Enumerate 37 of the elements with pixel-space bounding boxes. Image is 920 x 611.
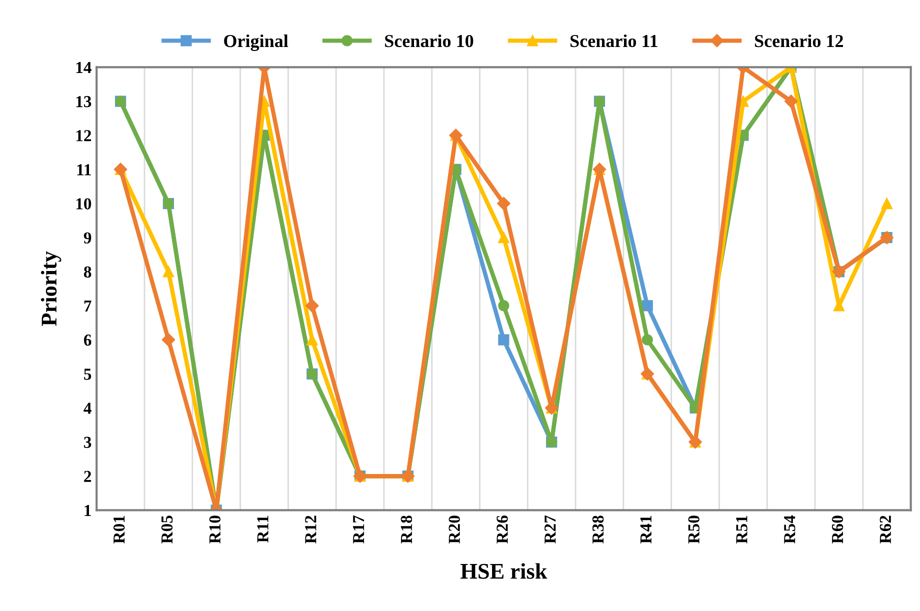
x-tick-label: R26 <box>496 516 508 544</box>
y-tick-label: 7 <box>84 300 92 312</box>
x-tick-label: R05 <box>161 516 173 544</box>
y-tick-label: 5 <box>84 368 92 380</box>
x-tick-label: R38 <box>592 516 604 544</box>
x-tick-label: R12 <box>305 516 316 544</box>
legend-label: Scenario 12 <box>754 34 844 48</box>
x-tick-label: R18 <box>400 516 412 544</box>
x-tick-label: R27 <box>544 515 556 544</box>
legend-label: Original <box>224 34 288 51</box>
y-tick-label: 3 <box>84 436 92 448</box>
x-tick-label: R54 <box>784 515 796 544</box>
x-tick-label: R10 <box>209 516 221 544</box>
y-tick-label: 4 <box>84 402 92 414</box>
y-tick-label: 2 <box>84 470 92 482</box>
x-tick-label: R17 <box>353 515 364 544</box>
x-tick-label: R62 <box>880 516 892 544</box>
x-tick-label: R01 <box>113 516 125 544</box>
y-tick-label: 11 <box>77 164 91 176</box>
y-tick-label: 9 <box>84 232 92 244</box>
y-tick-label: 13 <box>76 96 92 108</box>
x-tick-label: R50 <box>688 516 700 544</box>
x-tick-label: R11 <box>257 516 268 543</box>
y-tick-label: 12 <box>76 130 92 142</box>
legend-label: Scenario 11 <box>570 34 658 48</box>
y-tick-label: 14 <box>76 62 92 73</box>
legend-label: Scenario 10 <box>385 34 474 48</box>
y-axis-title: Priority <box>40 251 62 326</box>
x-axis-title: HSE risk <box>460 563 548 579</box>
x-tick-label: R41 <box>640 516 652 544</box>
y-tick-label: 1 <box>84 504 91 516</box>
y-tick-label: 6 <box>84 334 92 346</box>
x-tick-label: R51 <box>736 516 748 544</box>
x-tick-label: R60 <box>832 516 844 544</box>
y-tick-label: 8 <box>84 266 92 278</box>
x-tick-label: R20 <box>448 516 460 544</box>
y-tick-label: 10 <box>76 198 92 210</box>
